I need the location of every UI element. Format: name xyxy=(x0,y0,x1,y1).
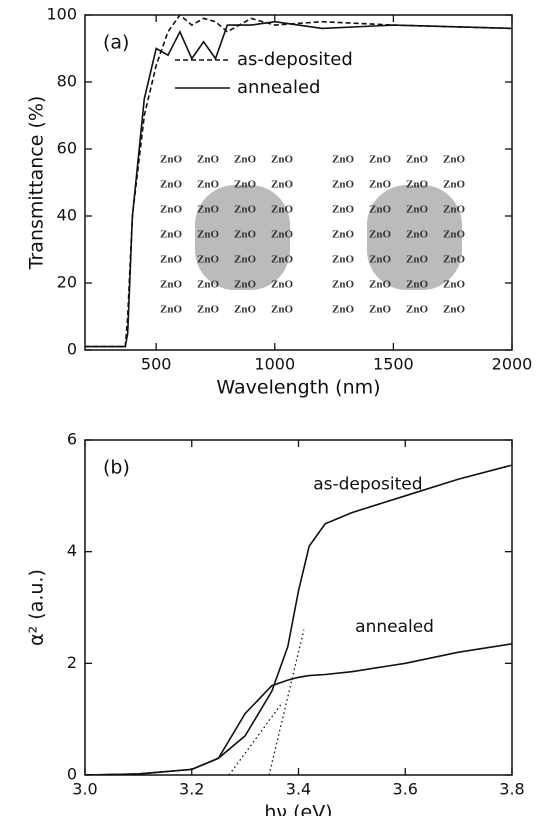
inset-blob xyxy=(367,185,462,290)
legend-label: as-deposited xyxy=(237,49,353,70)
inset-text: ZnO xyxy=(443,204,465,216)
inset-text: ZnO xyxy=(369,179,391,191)
inset-text: ZnO xyxy=(197,304,219,316)
inset-text: ZnO xyxy=(332,204,354,216)
inset-text: ZnO xyxy=(160,254,182,266)
x-tick-label: 1000 xyxy=(254,355,295,374)
inset-text: ZnO xyxy=(369,304,391,316)
inset-text: ZnO xyxy=(160,279,182,291)
inset-text: ZnO xyxy=(406,304,428,316)
x-axis-label: Wavelength (nm) xyxy=(216,377,380,399)
x-tick-label: 3.0 xyxy=(72,780,97,799)
x-tick-label: 2000 xyxy=(492,355,533,374)
inset-text: ZnO xyxy=(443,304,465,316)
x-axis-label: hν (eV) xyxy=(264,802,332,816)
inset-text: ZnO xyxy=(160,304,182,316)
x-tick-label: 3.2 xyxy=(179,780,204,799)
inset-text: ZnO xyxy=(234,279,256,291)
inset-text: ZnO xyxy=(332,254,354,266)
y-tick-label: 40 xyxy=(57,206,77,225)
y-tick-label: 0 xyxy=(67,765,77,784)
inset-text: ZnO xyxy=(234,229,256,241)
annotation: as-deposited xyxy=(313,475,422,495)
inset-text: ZnO xyxy=(271,229,293,241)
plot-frame xyxy=(84,14,513,351)
inset-text: ZnO xyxy=(443,179,465,191)
inset-text: ZnO xyxy=(197,204,219,216)
panel-label: (b) xyxy=(103,457,130,479)
y-tick-label: 80 xyxy=(57,72,77,91)
inset-text: ZnO xyxy=(369,154,391,166)
inset-text: ZnO xyxy=(234,179,256,191)
inset-text: ZnO xyxy=(160,229,182,241)
series-line xyxy=(85,643,512,775)
inset-text: ZnO xyxy=(197,154,219,166)
inset-text: ZnO xyxy=(197,229,219,241)
x-tick-label: 3.8 xyxy=(499,780,524,799)
inset-text: ZnO xyxy=(160,204,182,216)
inset-text: ZnO xyxy=(332,229,354,241)
x-tick-label: 1500 xyxy=(373,355,414,374)
inset-text: ZnO xyxy=(160,154,182,166)
inset-text: ZnO xyxy=(234,154,256,166)
y-tick-label: 2 xyxy=(67,653,77,672)
inset-text: ZnO xyxy=(271,304,293,316)
y-tick-label: 4 xyxy=(67,541,77,560)
inset-text: ZnO xyxy=(369,204,391,216)
inset-text: ZnO xyxy=(406,154,428,166)
x-tick-label: 3.6 xyxy=(393,780,418,799)
inset-blob xyxy=(195,185,290,290)
y-tick-label: 6 xyxy=(67,430,77,449)
inset-text: ZnO xyxy=(443,229,465,241)
y-axis-label: α² (a.u.) xyxy=(26,569,48,646)
inset-text: ZnO xyxy=(197,279,219,291)
inset-text: ZnO xyxy=(197,179,219,191)
panel-label: (a) xyxy=(103,32,129,54)
annotation: annealed xyxy=(355,617,434,637)
plot-frame xyxy=(84,439,513,776)
inset-text: ZnO xyxy=(271,204,293,216)
inset-text: ZnO xyxy=(369,254,391,266)
y-tick-label: 60 xyxy=(57,139,77,158)
inset-text: ZnO xyxy=(271,279,293,291)
inset-text: ZnO xyxy=(234,304,256,316)
y-tick-label: 100 xyxy=(46,5,77,24)
inset-text: ZnO xyxy=(443,154,465,166)
x-tick-label: 500 xyxy=(141,355,172,374)
legend-label: annealed xyxy=(237,77,320,98)
inset-text: ZnO xyxy=(271,154,293,166)
inset-text: ZnO xyxy=(332,304,354,316)
inset-text: ZnO xyxy=(443,279,465,291)
y-tick-label: 0 xyxy=(67,340,77,359)
y-tick-label: 20 xyxy=(57,273,77,292)
inset-text: ZnO xyxy=(406,254,428,266)
inset-text: ZnO xyxy=(234,254,256,266)
inset-text: ZnO xyxy=(332,179,354,191)
tangent-line xyxy=(228,702,284,776)
series-line xyxy=(85,464,512,775)
inset-text: ZnO xyxy=(160,179,182,191)
inset-text: ZnO xyxy=(332,279,354,291)
inset-text: ZnO xyxy=(406,204,428,216)
inset-text: ZnO xyxy=(271,179,293,191)
inset: ZnO ZnO ZnO ZnO ZnO ZnO ZnO ZnO ZnO ZnO ZnO ZnO ZnO Z… xyxy=(160,154,465,316)
inset-text: ZnO xyxy=(197,254,219,266)
inset-text: ZnO xyxy=(369,229,391,241)
series-line xyxy=(85,20,512,348)
x-tick-label: 3.4 xyxy=(286,780,311,799)
inset-text: ZnO xyxy=(443,254,465,266)
inset-text: ZnO xyxy=(406,229,428,241)
inset-text: ZnO xyxy=(406,179,428,191)
inset-text: ZnO xyxy=(332,154,354,166)
inset-text: ZnO xyxy=(234,204,256,216)
inset-text: ZnO xyxy=(271,254,293,266)
y-axis-label: Transmittance (%) xyxy=(26,96,48,271)
inset-text: ZnO xyxy=(369,279,391,291)
inset-text: ZnO xyxy=(406,279,428,291)
